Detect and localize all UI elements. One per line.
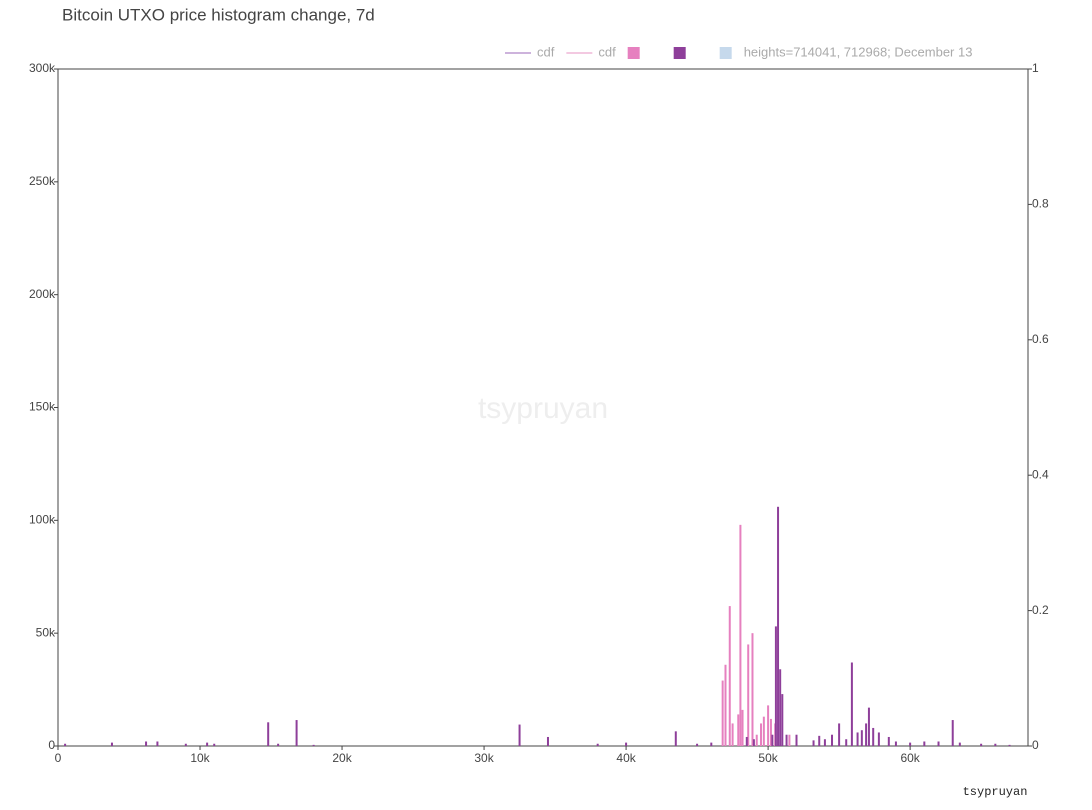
bar xyxy=(779,669,782,746)
bar xyxy=(867,707,870,746)
bar xyxy=(1008,744,1011,746)
bar xyxy=(206,742,209,746)
bar xyxy=(145,741,148,746)
y-tick-label: 0 xyxy=(48,738,55,752)
bar xyxy=(923,741,926,746)
bar xyxy=(696,743,699,746)
bar xyxy=(312,744,315,746)
bar xyxy=(110,742,113,746)
bar xyxy=(710,742,713,746)
bar xyxy=(856,732,859,746)
legend-swatch xyxy=(673,47,686,59)
bar xyxy=(674,731,677,746)
footer: tsypruyan xyxy=(963,785,1028,799)
bar xyxy=(64,743,67,746)
bar xyxy=(831,734,834,746)
bar xyxy=(845,739,848,746)
y2-tick-label: 0.4 xyxy=(1032,467,1049,481)
bar xyxy=(745,736,748,746)
bar xyxy=(860,730,863,746)
bar xyxy=(741,709,744,746)
bar xyxy=(724,664,727,746)
legend-label: cdf xyxy=(537,44,555,59)
bar xyxy=(812,740,815,746)
y2-tick-label: 1 xyxy=(1032,61,1039,75)
bar xyxy=(823,739,826,746)
y2-tick-label: 0.6 xyxy=(1032,332,1049,346)
legend-swatch xyxy=(719,47,732,59)
bar xyxy=(838,723,841,746)
bar xyxy=(769,718,772,746)
y2-tick-label: 0.8 xyxy=(1032,197,1049,211)
bar xyxy=(762,716,765,746)
bar xyxy=(156,741,159,746)
x-tick-label: 30k xyxy=(474,751,494,765)
bar xyxy=(872,727,875,746)
bar xyxy=(751,633,754,746)
bar xyxy=(937,741,940,746)
bar xyxy=(747,644,750,746)
legend-swatch xyxy=(627,47,640,59)
bar xyxy=(518,724,521,746)
bar xyxy=(788,734,791,746)
chart-title: Bitcoin UTXO price histogram change, 7d xyxy=(62,5,375,24)
bar xyxy=(277,743,280,746)
bar xyxy=(596,743,599,746)
bar xyxy=(818,735,821,746)
x-tick-label: 60k xyxy=(900,751,920,765)
watermark: tsypruyan xyxy=(478,392,608,425)
bar xyxy=(894,741,897,746)
legend-label: cdf xyxy=(598,44,616,59)
y-tick-label: 150k xyxy=(29,400,56,414)
y2-tick-label: 0 xyxy=(1032,738,1039,752)
bar xyxy=(951,720,954,746)
bar xyxy=(777,506,780,746)
bar xyxy=(958,742,961,746)
x-tick-label: 0 xyxy=(55,751,62,765)
bar xyxy=(760,723,763,746)
y-tick-label: 300k xyxy=(29,61,56,75)
x-tick-label: 50k xyxy=(758,751,778,765)
bar xyxy=(737,714,740,746)
bar xyxy=(752,739,755,746)
y-tick-label: 50k xyxy=(36,625,56,639)
bar xyxy=(877,732,880,746)
bar xyxy=(625,742,628,746)
bar xyxy=(739,524,742,746)
bar xyxy=(771,734,774,746)
bar xyxy=(909,742,912,746)
bar xyxy=(781,694,784,746)
bar xyxy=(767,705,770,746)
bar xyxy=(295,720,298,746)
y-tick-label: 200k xyxy=(29,287,56,301)
x-tick-label: 40k xyxy=(616,751,636,765)
bar xyxy=(728,606,731,746)
x-tick-label: 10k xyxy=(190,751,210,765)
bar xyxy=(865,723,868,746)
bar xyxy=(887,736,890,746)
bar xyxy=(267,722,270,746)
legend-label: heights=714041, 712968; December 13 xyxy=(744,44,973,59)
bar xyxy=(850,662,853,746)
bar xyxy=(795,734,798,746)
bar xyxy=(774,626,777,746)
bar xyxy=(980,743,983,746)
y-tick-label: 100k xyxy=(29,513,56,527)
y-tick-label: 250k xyxy=(29,174,56,188)
bar xyxy=(721,680,724,746)
bar xyxy=(994,743,997,746)
bar xyxy=(546,736,549,746)
bar xyxy=(184,743,187,746)
bar xyxy=(213,743,216,746)
x-tick-label: 20k xyxy=(332,751,352,765)
bar xyxy=(755,734,758,746)
y2-tick-label: 0.2 xyxy=(1032,603,1049,617)
bar xyxy=(785,734,788,746)
bar xyxy=(731,723,734,746)
